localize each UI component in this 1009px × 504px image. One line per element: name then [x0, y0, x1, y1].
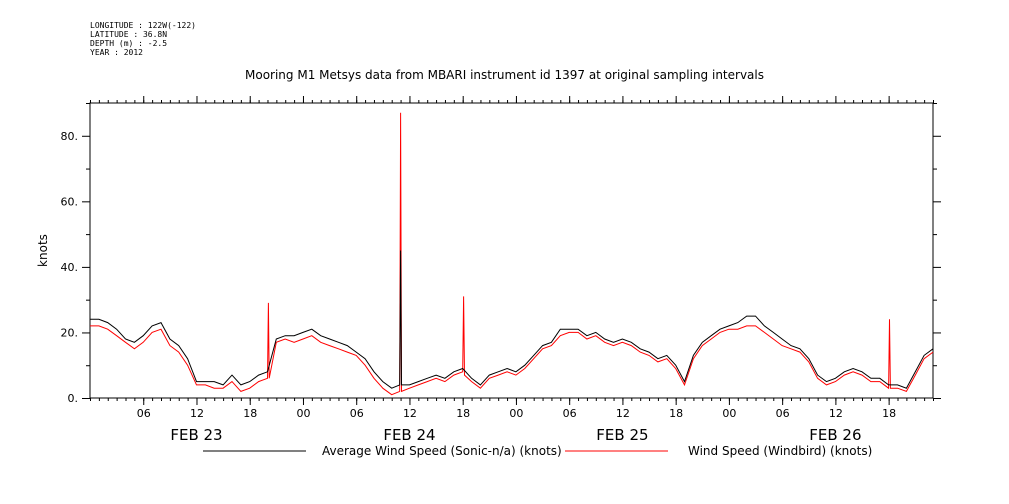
y-tick-label: 40.: [61, 261, 79, 274]
legend: Average Wind Speed (Sonic-n/a) (knots) W…: [203, 444, 872, 458]
x-day-label: FEB 26: [809, 426, 861, 444]
depth-text: DEPTH (m) : -2.5: [90, 39, 168, 48]
x-tick-label: 12: [403, 407, 417, 420]
y-tick-label: 80.: [61, 130, 79, 143]
x-tick-label: 18: [456, 407, 470, 420]
series-layer: [90, 112, 934, 396]
chart-title: Mooring M1 Metsys data from MBARI instru…: [245, 68, 764, 82]
x-day-label: FEB 23: [170, 426, 222, 444]
latitude-text: LATITUDE : 36.8N: [90, 30, 168, 39]
x-day-label: FEB 25: [596, 426, 648, 444]
x-tick-label: 06: [137, 407, 151, 420]
x-day-label: FEB 24: [383, 426, 435, 444]
x-tick-label: 06: [776, 407, 790, 420]
axis-ticks: 06 12 18 00 06 12 18 00 06 12 18 00 06 12 18 FEB 23 FEB …: [61, 96, 941, 444]
y-tick-label: 0.: [68, 392, 79, 405]
x-tick-label: 00: [722, 407, 736, 420]
y-tick-label: 60.: [61, 195, 79, 208]
y-tick-label: 20.: [61, 326, 79, 339]
x-tick-label: 18: [243, 407, 257, 420]
x-tick-label: 18: [882, 407, 896, 420]
longitude-text: LONGITUDE : 122W(-122): [90, 21, 196, 30]
year-text: YEAR : 2012: [90, 48, 143, 57]
x-tick-label: 00: [509, 407, 523, 420]
plot-frame: [89, 102, 934, 399]
metadata-block: LONGITUDE : 122W(-122) LATITUDE : 36.8N …: [90, 21, 196, 57]
y-axis-label: knots: [36, 234, 50, 267]
series-line-windbird-wind-speed: [90, 112, 934, 396]
series-line-average-wind-speed: [90, 250, 934, 389]
x-tick-label: 12: [829, 407, 843, 420]
x-tick-label: 12: [616, 407, 630, 420]
x-tick-label: 12: [190, 407, 204, 420]
legend-label-windbird-wind-speed: Wind Speed (Windbird) (knots): [688, 444, 872, 458]
x-tick-label: 18: [669, 407, 683, 420]
x-tick-label: 06: [563, 407, 577, 420]
legend-label-average-wind-speed: Average Wind Speed (Sonic-n/a) (knots): [322, 444, 562, 458]
x-tick-label: 00: [296, 407, 310, 420]
x-tick-label: 06: [350, 407, 364, 420]
